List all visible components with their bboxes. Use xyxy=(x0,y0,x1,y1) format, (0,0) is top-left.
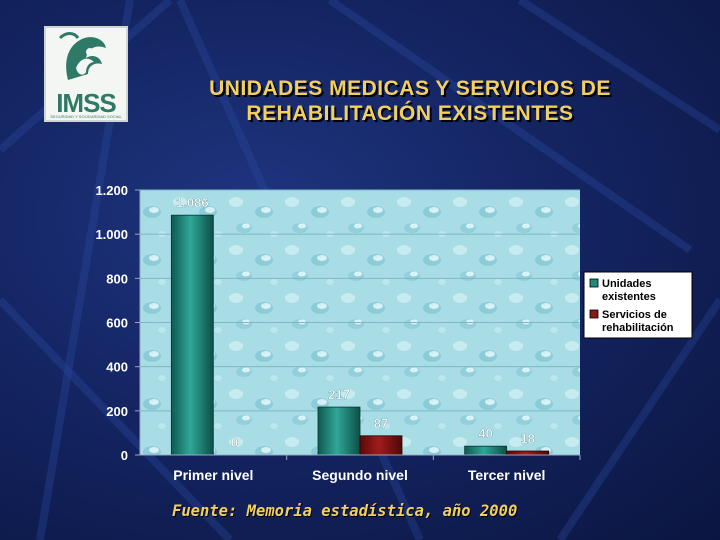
legend-swatch xyxy=(589,278,599,288)
title-line-1: UNIDADES MEDICAS Y SERVICIOS DE xyxy=(209,77,611,100)
source-note: Fuente: Memoria estadística, año 2000 xyxy=(172,502,518,520)
legend-box xyxy=(583,271,693,339)
y-tick-label: 1.200 xyxy=(95,183,128,198)
data-label: 87 xyxy=(374,416,388,431)
x-tick-label: Primer nivel xyxy=(173,467,253,483)
y-tick-label: 200 xyxy=(106,404,128,419)
bar-servicios xyxy=(506,450,550,456)
logo-subtext: SEGURIDAD Y SOLIDARIDAD SOCIAL xyxy=(50,114,122,119)
imss-logo: IMSS SEGURIDAD Y SOLIDARIDAD SOCIAL xyxy=(44,26,128,122)
legend-label-line2: existentes xyxy=(602,291,656,303)
bar-unidades xyxy=(317,406,361,456)
y-tick-label: 400 xyxy=(106,360,128,375)
bar-unidades xyxy=(464,445,508,456)
legend-swatch xyxy=(589,309,599,319)
x-tick-label: Segundo nivel xyxy=(312,467,408,483)
data-label: 0 xyxy=(231,435,238,450)
bar-servicios xyxy=(359,435,403,456)
legend-label-line1: Servicios de xyxy=(602,309,667,321)
data-label: 1.086 xyxy=(176,195,209,210)
y-tick-label: 0 xyxy=(121,448,128,463)
logo-text: IMSS xyxy=(56,88,117,118)
title-line-2: REHABILITACIÓN EXISTENTES xyxy=(246,102,574,125)
page-title: UNIDADES MEDICAS Y SERVICIOS DE REHABILI… xyxy=(150,76,670,126)
y-tick-label: 800 xyxy=(106,271,128,286)
legend-label-line1: Unidades xyxy=(602,278,652,290)
bar-unidades xyxy=(170,214,214,456)
data-label: 40 xyxy=(478,426,492,441)
data-label: 217 xyxy=(328,387,350,402)
eagle-mother-child-icon xyxy=(58,32,106,80)
x-tick-label: Tercer nivel xyxy=(468,467,546,483)
y-tick-label: 600 xyxy=(106,316,128,331)
y-tick-label: 1.000 xyxy=(95,227,128,242)
legend-label-line2: rehabilitación xyxy=(602,322,674,334)
data-label: 18 xyxy=(520,431,534,446)
